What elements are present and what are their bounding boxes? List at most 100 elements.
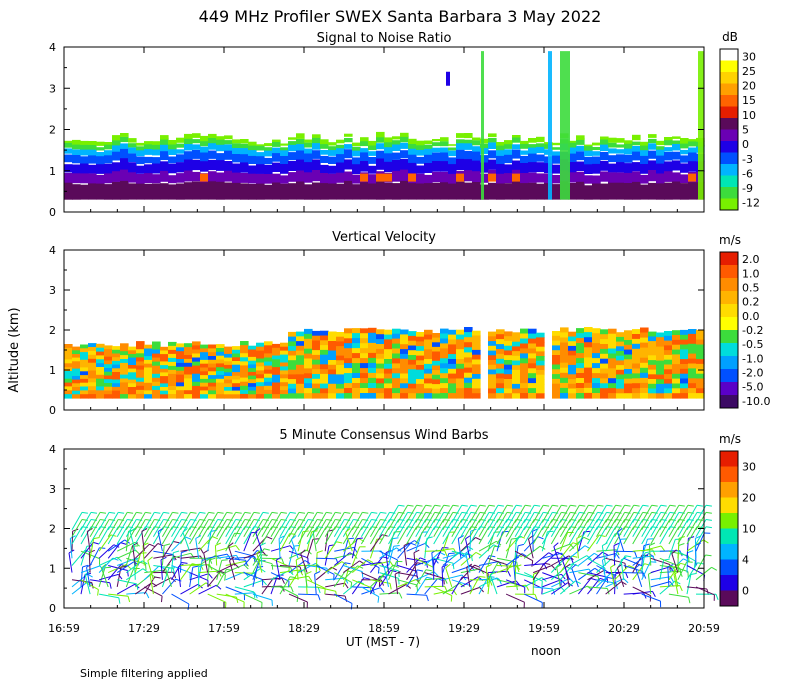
snr-cell	[648, 169, 657, 182]
wind-barb	[532, 562, 545, 581]
velocity-cell	[560, 382, 569, 389]
wind-barb	[351, 512, 363, 530]
velocity-cell	[376, 373, 385, 379]
wind-barb	[424, 519, 436, 538]
velocity-cell	[656, 393, 665, 399]
velocity-cell	[120, 390, 129, 395]
velocity-cell	[72, 346, 81, 351]
snr-cell	[336, 183, 345, 200]
velocity-cell	[280, 362, 289, 367]
wind-barb-flag	[181, 511, 188, 514]
snr-cell	[416, 140, 425, 146]
velocity-cell	[640, 332, 649, 339]
velocity-cell	[272, 351, 281, 357]
wind-barb	[487, 504, 499, 523]
wind-barb	[433, 504, 445, 523]
velocity-cell	[80, 371, 89, 376]
velocity-cell	[64, 390, 73, 395]
wind-barb	[451, 526, 463, 545]
snr-cell	[640, 155, 649, 164]
y-tick-label: 1	[49, 364, 56, 377]
snr-cell	[152, 157, 161, 164]
snr-cell	[576, 151, 585, 161]
snr-cell	[280, 147, 289, 151]
wind-barb	[610, 567, 616, 588]
wind-barb	[306, 519, 318, 538]
wind-barb	[541, 551, 558, 566]
wind-barb	[198, 584, 217, 595]
velocity-cell	[608, 388, 617, 394]
wind-barb-flag	[579, 504, 586, 507]
velocity-cell	[120, 359, 129, 364]
velocity-cell	[344, 373, 353, 379]
velocity-cell	[512, 374, 521, 380]
velocity-cell	[560, 357, 569, 364]
velocity-cell	[664, 388, 673, 394]
velocity-cell	[184, 382, 193, 387]
wind-barb	[559, 532, 569, 552]
snr-cell	[248, 165, 257, 174]
velocity-cell	[624, 369, 633, 375]
snr-cell	[552, 184, 561, 200]
wind-barb	[424, 585, 445, 588]
snr-cell	[96, 163, 105, 174]
velocity-cell	[632, 368, 641, 374]
wind-barb-flag	[181, 562, 188, 564]
wind-barb-flag	[531, 560, 534, 567]
colorbar-swatch	[720, 72, 738, 84]
velocity-cell	[104, 386, 113, 392]
wind-barb	[397, 542, 412, 559]
wind-barb-flag	[410, 542, 417, 546]
snr-cell	[152, 161, 161, 174]
velocity-cell	[680, 393, 689, 399]
velocity-cell	[232, 379, 241, 384]
velocity-cell	[584, 357, 593, 364]
snr-cell	[72, 153, 81, 164]
velocity-cell	[296, 350, 305, 356]
velocity-cell	[440, 383, 449, 389]
wind-barb	[270, 565, 291, 569]
velocity-cell	[168, 361, 177, 367]
wind-barb-flag	[147, 556, 153, 561]
wind-barb	[252, 519, 264, 538]
velocity-cell	[376, 393, 385, 399]
velocity-cell	[336, 369, 345, 375]
wind-barb	[177, 567, 181, 587]
wind-barb	[505, 593, 525, 603]
wind-barb	[180, 552, 182, 573]
snr-cell	[672, 140, 681, 144]
velocity-cell	[72, 365, 81, 370]
wind-barb	[596, 572, 612, 588]
colorbar-label: 25	[742, 65, 756, 78]
snr-cell	[400, 135, 409, 143]
velocity-cell	[352, 368, 361, 374]
snr-cell	[528, 146, 537, 154]
wind-barb	[180, 583, 199, 595]
velocity-cell	[576, 363, 585, 369]
velocity-cell	[216, 390, 225, 395]
wind-barb-flag	[317, 594, 321, 601]
velocity-cell	[64, 386, 73, 391]
velocity-cell	[320, 369, 329, 375]
wind-barb-flag	[371, 511, 378, 514]
snr-cell	[496, 145, 505, 151]
snr-cell	[336, 171, 345, 183]
snr-cell	[496, 155, 505, 164]
velocity-cell	[696, 383, 705, 389]
wind-barb	[234, 586, 255, 593]
wind-barb	[290, 539, 299, 559]
velocity-cell	[312, 383, 321, 389]
snr-cell	[664, 170, 673, 182]
wind-barb-flag	[243, 564, 249, 570]
velocity-cell	[200, 352, 209, 357]
snr-cell	[392, 159, 401, 171]
wind-barb-flag	[335, 558, 339, 565]
velocity-cell	[112, 368, 121, 373]
wind-barb	[334, 572, 352, 583]
velocity-cell	[408, 369, 417, 375]
wind-barb-flag	[516, 561, 519, 568]
snr-cell	[160, 161, 169, 171]
velocity-cell	[400, 344, 409, 350]
snr-cell	[256, 152, 265, 157]
velocity-cell	[680, 388, 689, 394]
